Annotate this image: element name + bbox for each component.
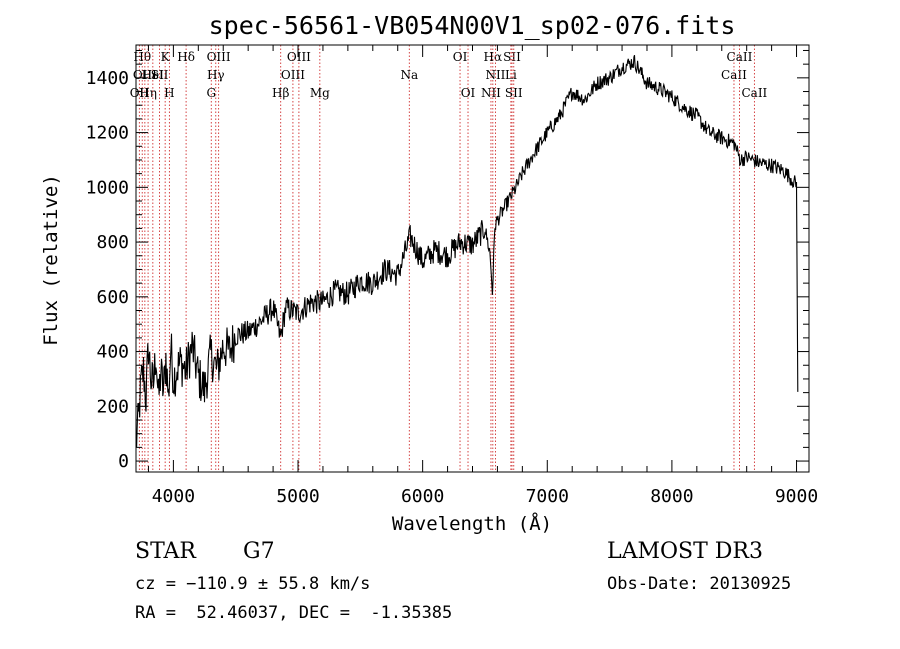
spectral-line-label: OII: [130, 86, 150, 100]
spectral-line-label: Hα: [484, 50, 503, 64]
axes: 4000 5000 6000 7000 8000 9000 0 200 400 600 800 100…: [86, 45, 818, 507]
spectral-line-label: Hθ: [133, 50, 151, 64]
y-tick-label: 1200: [86, 123, 129, 144]
y-tick-label: 600: [96, 287, 129, 308]
chart-title: spec-56561-VB054N00V1_sp02-076.fits: [209, 11, 736, 40]
spectral-line-label: SII: [151, 68, 169, 82]
object-subclass: G7: [243, 539, 275, 564]
spectral-line-label: OI: [461, 86, 476, 100]
plot-frame: [135, 44, 810, 473]
survey-label: LAMOST DR3: [607, 539, 763, 564]
spectrum-line: [135, 54, 799, 448]
spectral-line-label: Li: [505, 68, 517, 82]
spectral-line-label: HeI: [142, 68, 165, 82]
spectral-line-markers: OIIHθOIIIHηHeISIIKHHδGHγOIIIHβOIIIOIIIMg…: [130, 45, 768, 472]
spectral-line-label: OI: [453, 50, 468, 64]
x-tick-label: 4000: [152, 486, 195, 507]
spectral-line-label: CaII: [741, 86, 767, 100]
y-tick-label: 400: [96, 342, 129, 363]
spectral-line-label: OIII: [281, 68, 305, 82]
spectral-line-label: NII: [481, 86, 501, 100]
spectral-line-label: OIII: [133, 68, 157, 82]
spectral-line-label: CaII: [727, 50, 753, 64]
spectral-line-label: CaII: [721, 68, 747, 82]
x-tick-label: 9000: [775, 486, 818, 507]
object-class: STAR: [135, 539, 196, 564]
spectral-line-label: Mg: [310, 86, 330, 100]
spectral-line-label: Hη: [139, 86, 157, 100]
spectral-line-label: NII: [485, 68, 505, 82]
spectral-line-label: Hβ: [272, 86, 289, 100]
y-axis-label: Flux (relative): [40, 174, 62, 346]
spectral-line-label: K: [161, 50, 171, 64]
spectral-line-label: SII: [503, 50, 521, 64]
spectral-line-label: G: [206, 86, 216, 100]
y-tick-label: 1000: [86, 177, 129, 198]
redshift-label: cz = −110.9 ± 55.8 km/s: [135, 574, 371, 594]
x-axis-label: Wavelength (Å): [392, 512, 552, 535]
obs-date-label: Obs-Date: 20130925: [607, 574, 792, 594]
x-tick-label: 8000: [650, 486, 693, 507]
x-tick-label: 5000: [276, 486, 319, 507]
y-tick-label: 800: [96, 232, 129, 253]
spectral-line-label: Na: [400, 68, 418, 82]
spectral-line-label: SII: [505, 86, 523, 100]
spectral-line-label: OIII: [287, 50, 311, 64]
spectral-line-label: H: [164, 86, 174, 100]
spectral-line-label: OIII: [207, 50, 231, 64]
spectral-line-label: Hδ: [177, 50, 195, 64]
y-tick-label: 200: [96, 396, 129, 417]
x-tick-label: 6000: [401, 486, 444, 507]
y-tick-label: 1400: [86, 68, 129, 89]
y-tick-label: 0: [118, 451, 129, 472]
coordinates-label: RA = 52.46037, DEC = -1.35385: [135, 603, 453, 623]
spectral-line-label: Hγ: [207, 68, 225, 82]
x-tick-label: 7000: [526, 486, 569, 507]
